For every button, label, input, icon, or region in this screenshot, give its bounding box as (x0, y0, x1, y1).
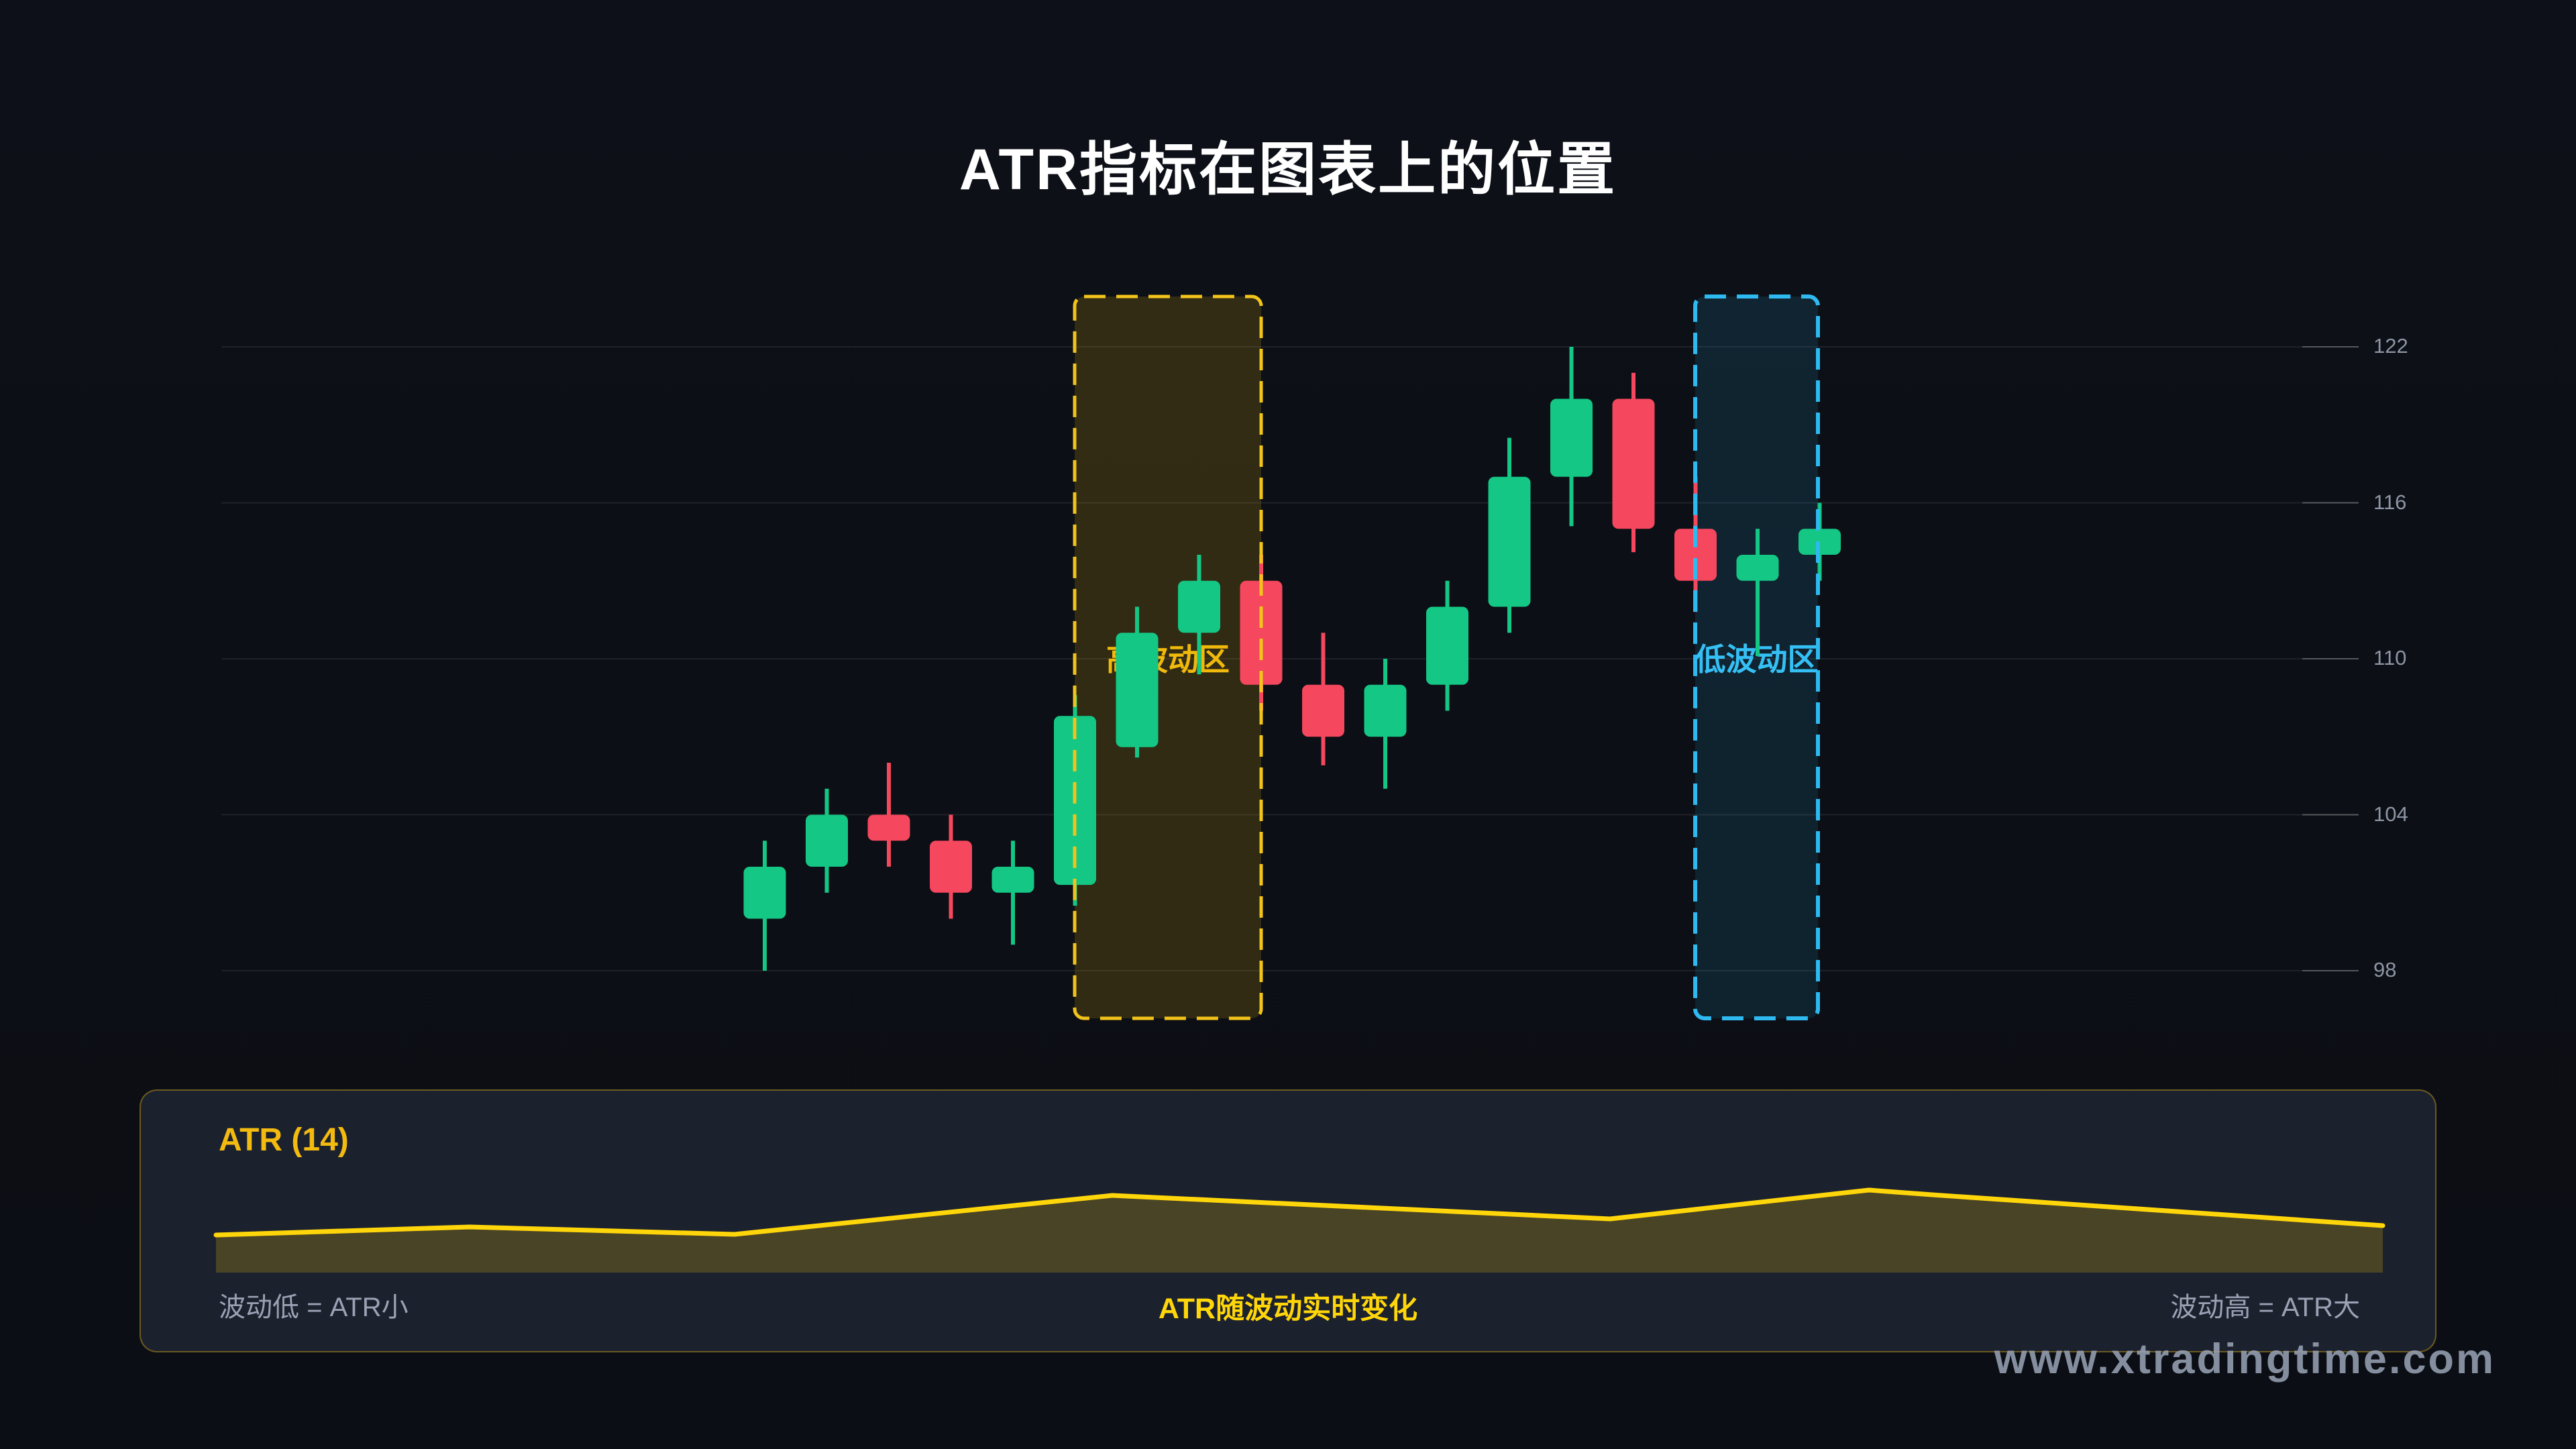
atr-caption-low-volatility: 波动低 = ATR小 (219, 1293, 409, 1322)
candle-4-body (930, 841, 972, 893)
watermark: www.xtradingtime.com (1994, 1336, 2496, 1383)
candle-14-body (1550, 398, 1593, 477)
candle-7-body (1116, 633, 1159, 747)
candle-2-body (806, 814, 848, 867)
candle-12-body (1426, 606, 1468, 685)
low-volatility-zone-fill (1695, 297, 1818, 1018)
atr-indicator-panel (140, 1089, 2436, 1352)
page-title: ATR指标在图表上的位置 (959, 138, 1617, 202)
candle-3-body (867, 814, 910, 841)
candle-17-body (1736, 555, 1779, 581)
high-volatility-zone-border (1073, 294, 1263, 1020)
candle-5-body (991, 867, 1034, 893)
candle-11-body (1364, 684, 1407, 737)
candle-15-body (1612, 398, 1655, 529)
high-volatility-zone-fill (1075, 297, 1261, 1018)
candle-9-body (1240, 580, 1283, 685)
candle-10-body (1302, 684, 1344, 737)
low-volatility-zone-border (1693, 294, 1820, 1020)
atr-caption-center: ATR随波动实时变化 (1158, 1293, 1418, 1325)
atr-area-fill (216, 1190, 2383, 1273)
atr-caption-high-volatility: 波动高 = ATR大 (2170, 1293, 2360, 1322)
candle-16-body (1674, 529, 1717, 581)
atr-indicator-title: ATR (14) (219, 1122, 349, 1158)
candle-13-body (1488, 476, 1531, 607)
candle-8-body (1178, 580, 1220, 633)
atr-line (213, 1187, 2385, 1238)
candle-1-body (743, 867, 786, 919)
